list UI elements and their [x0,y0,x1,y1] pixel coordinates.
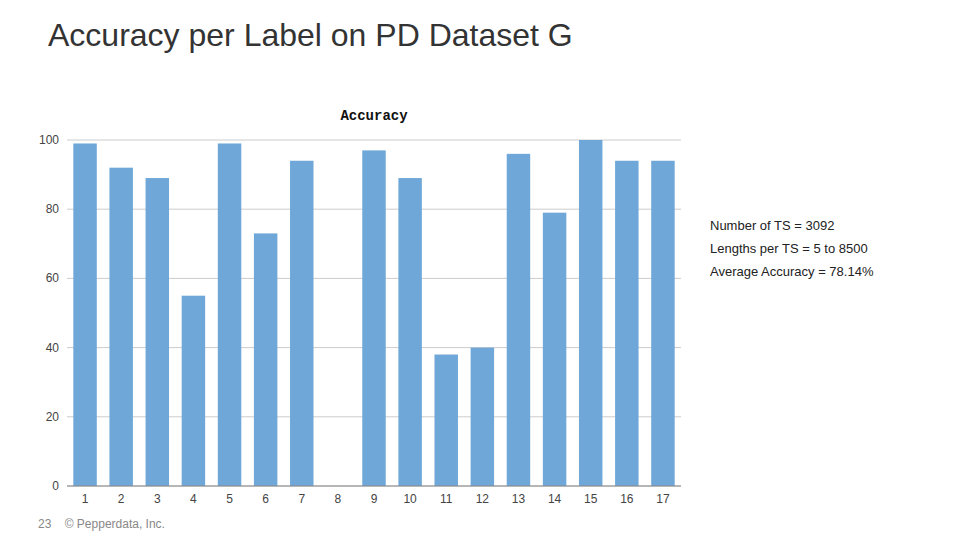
annotation: Number of TS = 3092Lengths per TS = 5 to… [710,218,874,279]
chart-title: Accuracy [340,108,408,124]
x-tick-label: 5 [226,492,233,506]
y-tick-label: 40 [46,341,60,355]
x-tick-label: 14 [548,492,562,506]
x-tick-label: 2 [118,492,125,506]
bar [182,296,205,486]
bar [73,143,96,486]
x-axis [67,486,681,487]
bar [651,161,674,486]
x-tick-label: 1 [82,492,89,506]
x-tick-label: 16 [620,492,634,506]
y-tick-label: 80 [46,202,60,216]
x-tick-label: 17 [656,492,670,506]
x-tick-label: 6 [262,492,269,506]
bar [434,355,457,486]
chart: Accuracy per Label on PD Dataset G Accura… [0,0,960,540]
bar [471,348,494,486]
bars [73,140,674,486]
bar [109,168,132,486]
x-tick-label: 10 [403,492,417,506]
bar [290,161,313,486]
grid [67,140,681,486]
bar [146,178,169,486]
x-tick-label: 4 [190,492,197,506]
bar [507,154,530,486]
bar [362,150,385,486]
bar [254,233,277,486]
bar [579,140,602,486]
x-tick-label: 9 [371,492,378,506]
y-tick-label: 20 [46,410,60,424]
x-tick-label: 8 [335,492,342,506]
x-tick-label: 12 [476,492,490,506]
bar [398,178,421,486]
y-tick-label: 60 [46,271,60,285]
y-tick-label: 0 [52,479,59,493]
x-tick-label: 3 [154,492,161,506]
y-tick-label: 100 [39,133,59,147]
bar [615,161,638,486]
x-tick-label: 15 [584,492,598,506]
x-tick-label: 11 [440,492,453,506]
background [0,0,960,540]
bar [218,143,241,486]
footer: 23 © Pepperdata, Inc. [38,517,165,531]
title: Accuracy per Label on PD Dataset G [48,17,573,53]
x-tick-label: 7 [298,492,305,506]
x-tick-label: 13 [512,492,526,506]
bar [543,213,566,486]
grid-line [67,486,681,487]
